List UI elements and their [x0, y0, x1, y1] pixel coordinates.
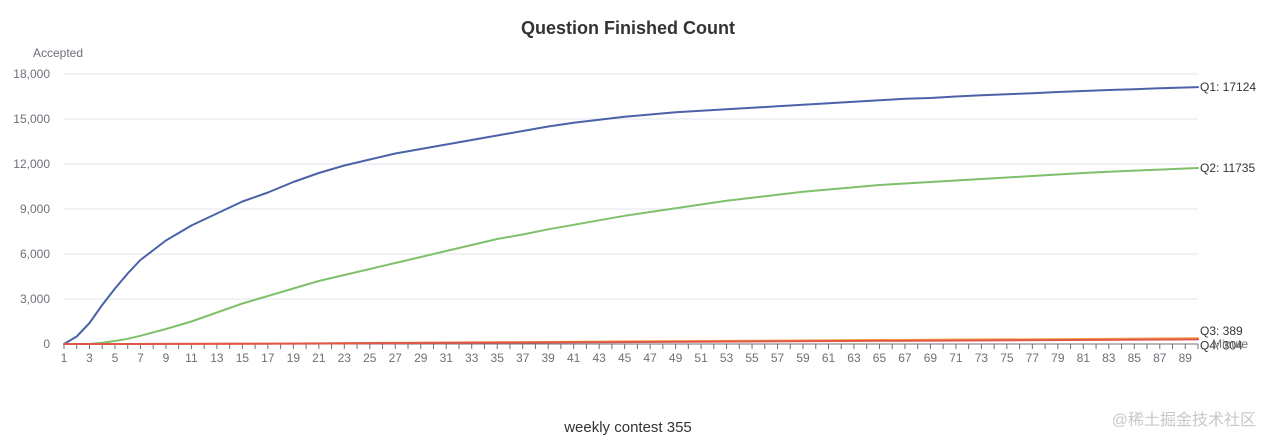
series-lines: [63, 86, 1199, 345]
y-axis-ticks: 0 3,000 6,000 9,000 12,000 15,000 18,000: [13, 67, 50, 351]
x-tick-label: 79: [1051, 351, 1065, 365]
x-tick-label: 65: [873, 351, 887, 365]
x-tick-label: 71: [949, 351, 963, 365]
x-tick-label: 89: [1179, 351, 1193, 365]
end-label-q3: Q3: 389: [1200, 324, 1243, 338]
x-axis: 1 3 5 7 9 11 13 15 17 19 21 23 25 27 29 31 33 35 37 39 41 43 4…: [61, 343, 1199, 365]
x-tick-label: 31: [440, 351, 454, 365]
series-line-q1: [63, 86, 1199, 345]
y-tick-label: 6,000: [20, 247, 50, 261]
x-tick-label: 17: [261, 351, 275, 365]
y-tick-label: 3,000: [20, 292, 50, 306]
x-tick-label: 49: [669, 351, 683, 365]
x-tick-label: 57: [771, 351, 785, 365]
watermark: @稀土掘金技术社区: [1112, 411, 1256, 429]
x-tick-label: 39: [542, 351, 556, 365]
y-tick-label: 15,000: [13, 112, 50, 126]
y-tick-label: 12,000: [13, 157, 50, 171]
x-axis-label: Minute: [1212, 337, 1248, 351]
y-axis-label: Accepted: [33, 46, 83, 60]
x-tick-label: 33: [465, 351, 479, 365]
x-tick-label: 53: [720, 351, 734, 365]
end-label-q2: Q2: 11735: [1200, 161, 1255, 175]
x-tick-label: 23: [338, 351, 352, 365]
series-line-q4: [63, 338, 1199, 345]
x-tick-label: 25: [363, 351, 377, 365]
x-tick-label: 11: [185, 351, 198, 365]
x-tick-label: 9: [163, 351, 170, 365]
x-tick-label: 29: [414, 351, 428, 365]
x-tick-label: 81: [1077, 351, 1091, 365]
x-tick-label: 55: [745, 351, 759, 365]
series-line-q2: [63, 167, 1199, 345]
x-tick-label: 59: [796, 351, 810, 365]
x-tick-label: 67: [898, 351, 912, 365]
chart-subtitle: weekly contest 355: [563, 419, 692, 436]
x-tick-label: 63: [847, 351, 861, 365]
x-tick-label: 45: [618, 351, 632, 365]
x-tick-label: 69: [924, 351, 938, 365]
x-tick-label: 61: [822, 351, 836, 365]
x-tick-label: 27: [389, 351, 403, 365]
x-tick-label: 19: [287, 351, 301, 365]
x-tick-label: 35: [491, 351, 505, 365]
x-tick-label: 73: [975, 351, 989, 365]
y-tick-label: 9,000: [20, 202, 50, 216]
x-tick-label: 37: [516, 351, 530, 365]
y-tick-label: 18,000: [13, 67, 50, 81]
x-tick-label: 75: [1000, 351, 1014, 365]
x-tick-label: 41: [567, 351, 581, 365]
x-tick-label: 47: [643, 351, 657, 365]
chart-title: Question Finished Count: [521, 18, 735, 38]
x-tick-label: 3: [86, 351, 93, 365]
x-tick-label: 77: [1026, 351, 1040, 365]
end-label-q4: Q4: 304: [1200, 338, 1243, 352]
x-tick-label: 7: [137, 351, 144, 365]
y-tick-label: 0: [43, 337, 50, 351]
x-tick-label: 13: [210, 351, 224, 365]
end-label-q1: Q1: 17124: [1200, 80, 1256, 94]
grid-lines: [64, 73, 1198, 300]
x-tick-label: 85: [1128, 351, 1142, 365]
x-tick-label: 51: [694, 351, 708, 365]
x-tick-label: 43: [592, 351, 606, 365]
x-tick-label: 21: [312, 351, 326, 365]
x-tick-label: 5: [112, 351, 119, 365]
x-tick-label: 87: [1153, 351, 1167, 365]
x-tick-label: 15: [236, 351, 250, 365]
x-tick-label: 83: [1102, 351, 1116, 365]
x-tick-label: 1: [61, 351, 68, 365]
